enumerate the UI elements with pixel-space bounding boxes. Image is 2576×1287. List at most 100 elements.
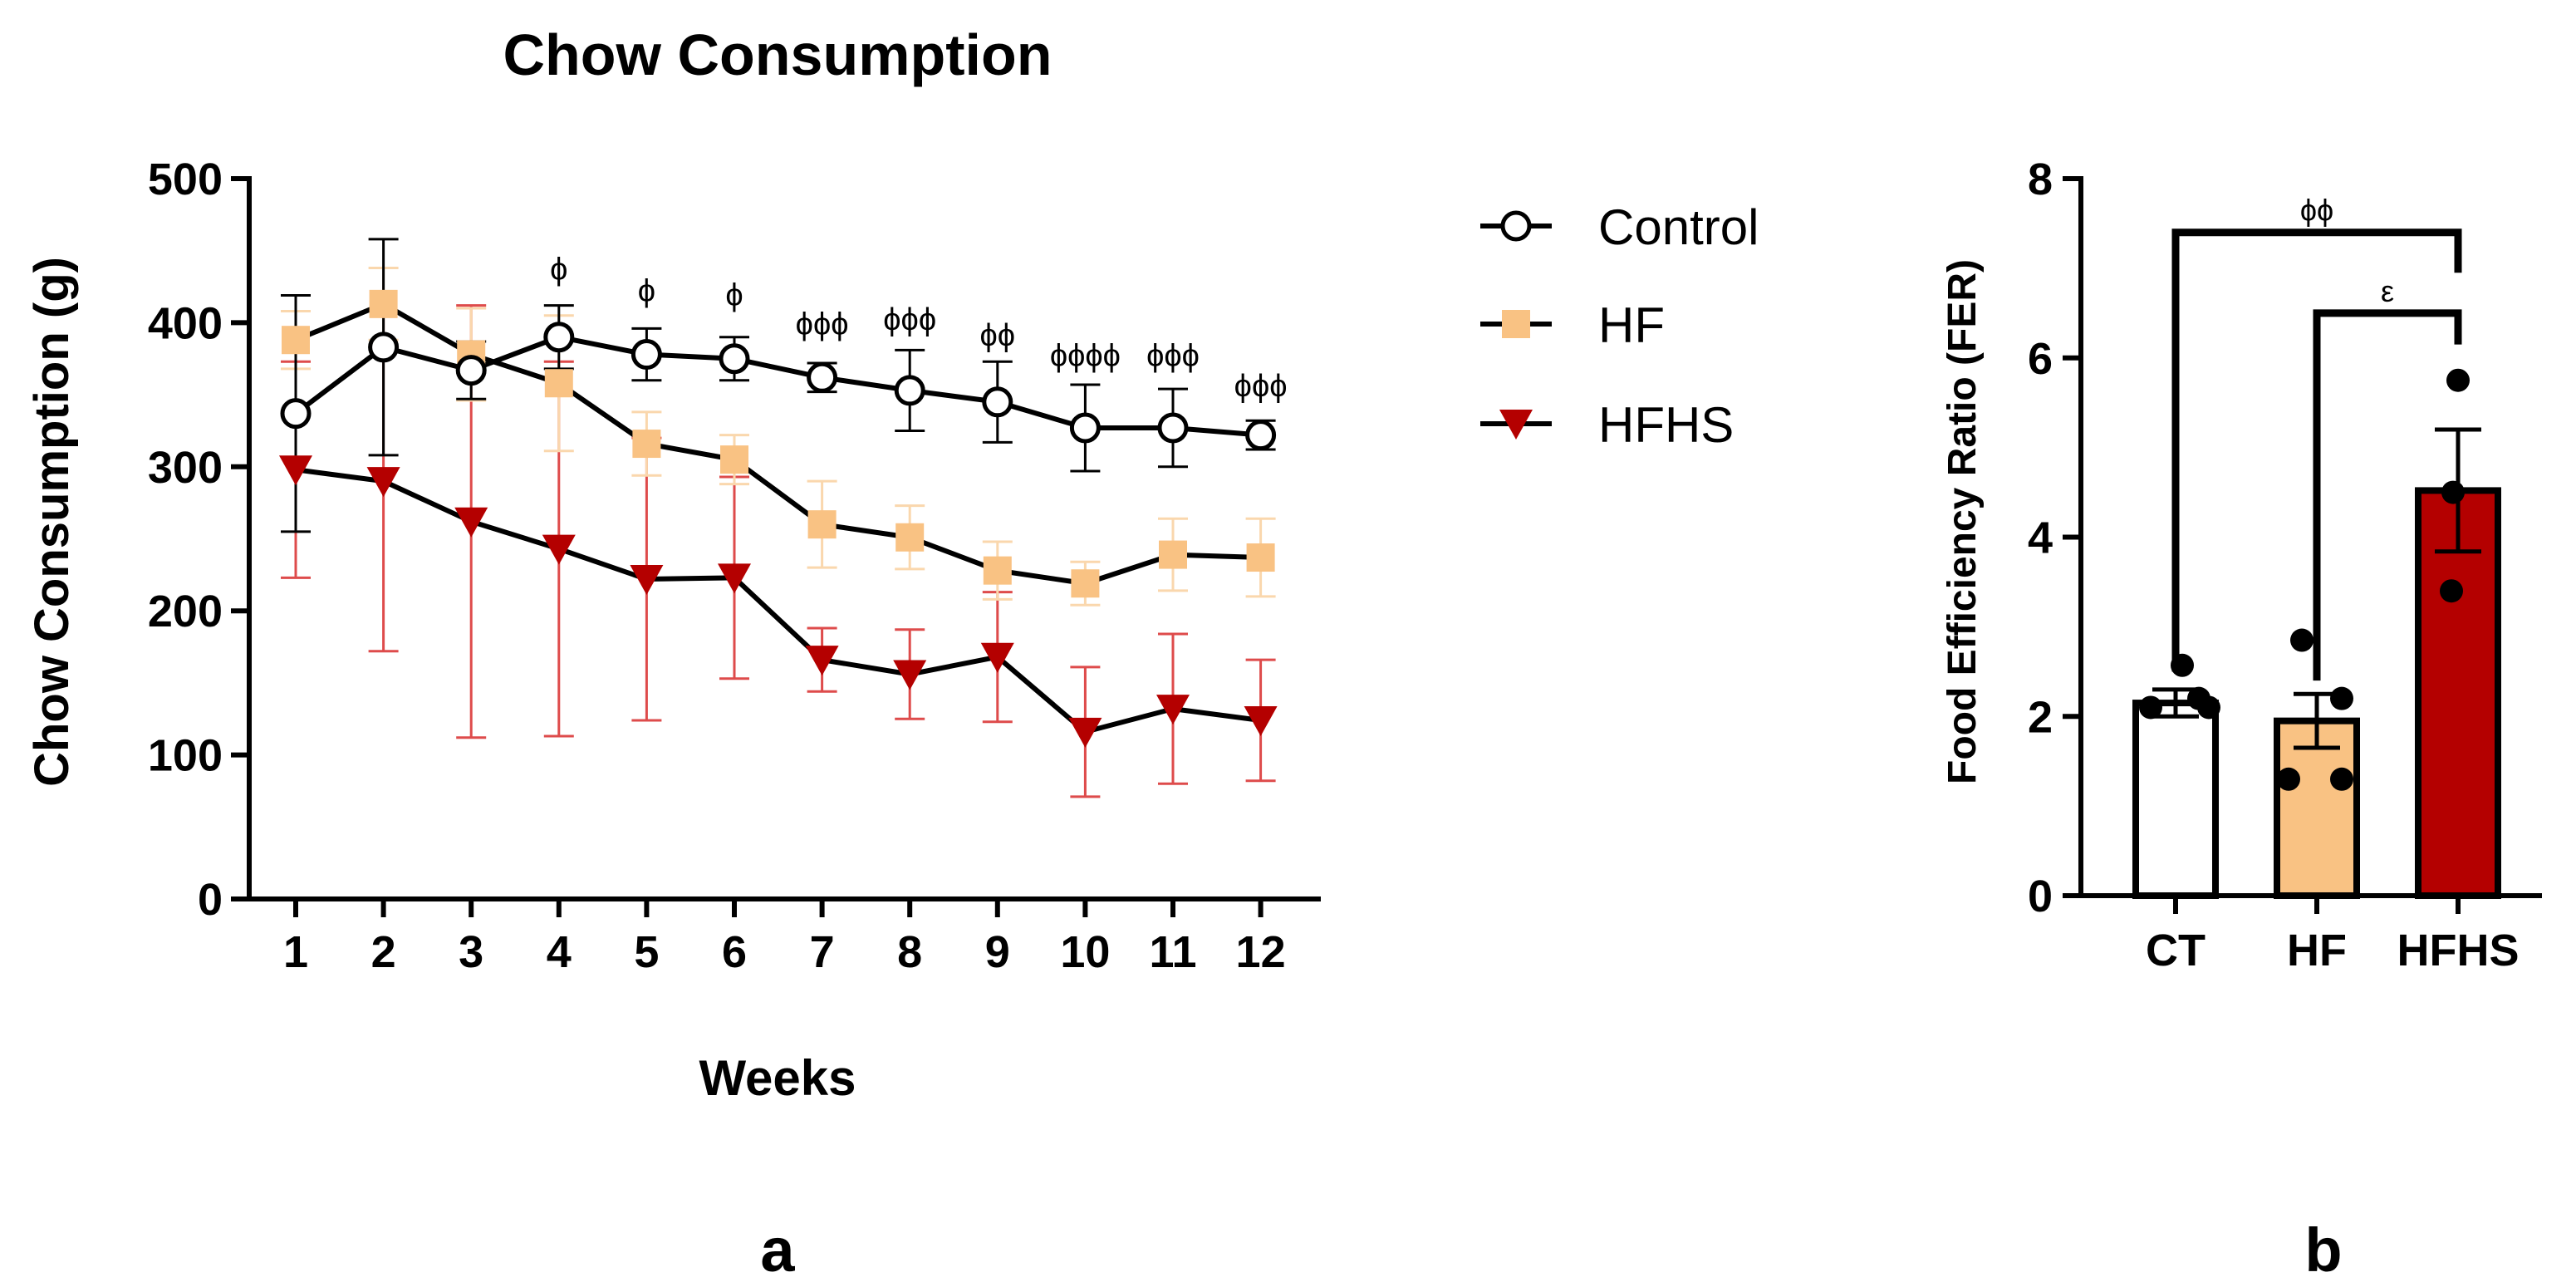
legend: Control HF HFHS [1480,199,1759,453]
significance-mark: ϕϕϕ [1234,369,1288,404]
point-control [719,343,750,375]
bars [2132,487,2501,900]
point-hf [282,326,310,355]
legend-label: HF [1598,297,1665,353]
point-hfhs [279,455,312,486]
significance-mark: ϕϕϕϕ [1050,338,1121,373]
y-tick-label: 300 [148,443,223,493]
point-hfhs [1244,705,1278,736]
data-point [2330,767,2353,791]
x-tick-label: 3 [459,927,483,977]
bar-ct [2132,700,2219,899]
point-control [894,375,925,406]
significance-brackets: ϕϕ ε [2171,194,2462,681]
point-control [631,339,662,371]
data-point [2290,628,2313,652]
data-point [2440,579,2463,603]
x-tick-label: 12 [1236,927,1286,977]
x-tick-label: 4 [547,927,572,977]
point-control [280,398,312,430]
point-control [1069,412,1101,444]
significance-mark: ϕϕ [980,318,1016,353]
significance-bracket [2171,228,2462,672]
bar-chart-panel: Food Efficiency Ratio (FER) 0 2 4 6 8 CT HF HFH… [1941,155,2542,1285]
legend-label: HFHS [1598,397,1734,453]
error-bars [2152,427,2481,750]
point-hfhs [1156,695,1190,725]
point-control [543,322,575,353]
point-hf [544,369,573,398]
point-hfhs [718,563,751,594]
data-point [2330,686,2353,710]
point-control-legend [1500,210,1532,242]
significance-mark: ϕ [638,273,655,308]
x-tick-label: 8 [897,927,922,977]
point-hfhs [893,660,927,690]
x-tick-label: 10 [1060,927,1110,977]
y-tick-label: 6 [2028,334,2053,384]
point-hf [983,556,1012,585]
point-hf-legend [1502,310,1530,338]
chart-title: Chow Consumption [503,22,1052,87]
x-tick-label: HF [2287,926,2347,975]
point-hfhs-legend [1499,410,1533,440]
x-axis-label: Weeks [699,1050,856,1106]
significance-mark: ϕϕϕ [1146,338,1200,373]
y-tick-label: 2 [2028,692,2053,742]
point-control [368,332,400,363]
point-hfhs [1068,717,1102,748]
point-hf [632,430,661,459]
x-tick-label: 7 [810,927,835,977]
data-point [2441,480,2465,504]
series-line-hfhs [295,467,1261,734]
series-markers [279,289,1278,748]
data-point [2139,695,2162,720]
x-tick-label: 5 [634,927,659,977]
significance-mark: ϕ [725,278,743,313]
data-point [2197,695,2220,720]
x-tick-label: HFHS [2397,926,2520,975]
point-hfhs [630,565,664,596]
x-tick-label: CT [2146,926,2206,975]
significance-mark: ϕϕϕ [796,307,849,341]
point-control [455,355,487,386]
x-tick-label: 11 [1149,927,1196,977]
y-tick-label: 0 [2028,872,2053,921]
y-tick-label: 4 [2028,513,2053,563]
significance-bracket [2313,309,2462,681]
point-control [1245,420,1277,451]
point-control [807,361,838,393]
significance-mark: ε [2381,274,2394,308]
x-tick-label: 9 [985,927,1010,977]
y-tick-label: 400 [148,298,223,348]
point-hf [1159,540,1187,569]
series-line-hf [294,301,1261,587]
point-hfhs [805,646,839,676]
point-hf [895,523,925,552]
significance-mark: ϕ [550,252,567,287]
data-point [2277,767,2300,791]
data-point [2446,368,2470,392]
y-tick-label: 8 [2028,155,2053,204]
x-tick-label: 6 [722,927,747,977]
point-hf [807,510,837,539]
panel-label-a: a [760,1216,795,1285]
x-tick-label: 2 [371,927,396,977]
point-hfhs [980,642,1014,673]
y-tick-label: 500 [148,155,223,204]
y-axis-label: Chow Consumption (g) [25,257,79,787]
line-chart-panel: Chow Consumption Chow Consumption (g) We… [25,22,1759,1285]
point-hf [369,289,398,318]
significance-mark: ϕϕ [2300,194,2333,228]
panel-label-b: b [2304,1216,2342,1285]
y-tick-label: 0 [198,875,223,925]
significance-mark: ϕϕϕ [883,302,936,337]
point-hfhs [454,507,488,538]
error-bars [281,238,1276,798]
point-hfhs [366,467,400,498]
y-axis-label: Food Efficiency Ratio (FER) [1941,259,1985,784]
point-hf [1246,543,1275,572]
